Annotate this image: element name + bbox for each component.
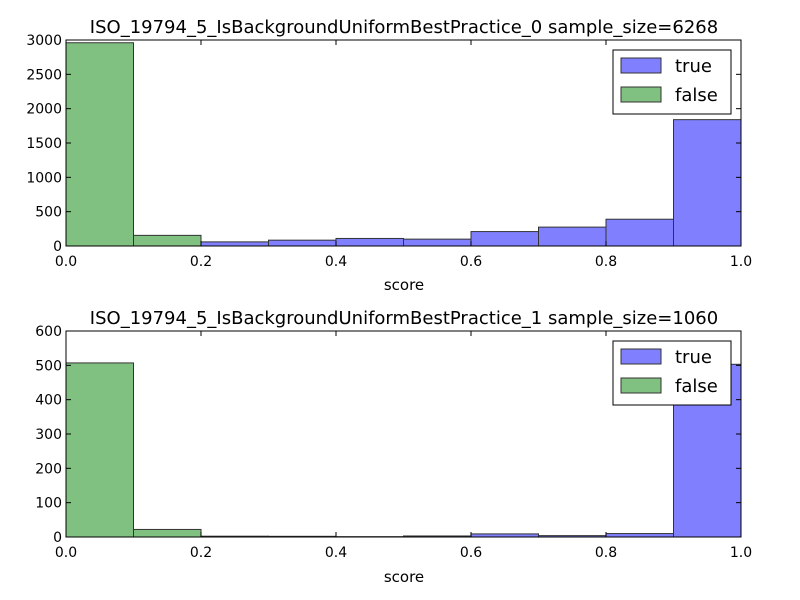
x-tick-label: 1.0 <box>730 254 752 270</box>
bar-true-2 <box>200 241 269 247</box>
chart-title: ISO_19794_5_IsBackgroundUniformBestPract… <box>90 308 718 329</box>
bar-false-0 <box>65 42 134 247</box>
y-tick-label: 600 <box>35 324 62 340</box>
y-tick-label: 1000 <box>26 170 62 186</box>
x-tick-label: 0.0 <box>55 545 77 561</box>
y-axis: 0 100 200 300 400 500 600 <box>35 324 741 546</box>
x-tick-label: 0.4 <box>325 254 347 270</box>
y-tick-label: 0 <box>53 239 62 255</box>
legend-swatch-true <box>620 348 662 365</box>
chart-bottom: ISO_19794_5_IsBackgroundUniformBestPract… <box>35 308 752 586</box>
x-tick-label: 1.0 <box>730 545 752 561</box>
x-axis-label: score <box>384 276 424 294</box>
bar-false-1 <box>133 234 202 247</box>
x-tick-label: 0.4 <box>325 545 347 561</box>
y-tick-label: 300 <box>35 427 62 443</box>
bar-true-8 <box>605 218 674 247</box>
legend-swatch-true <box>620 57 662 74</box>
x-axis: 0.0 0.2 0.4 0.6 0.8 1.0 <box>55 331 752 561</box>
bar-true-8 <box>605 533 674 538</box>
bar-false-1 <box>133 528 202 538</box>
y-tick-label: 1500 <box>26 136 62 152</box>
legend: true false <box>612 49 732 115</box>
legend-swatch-false <box>620 86 662 103</box>
x-tick-label: 0.8 <box>595 545 617 561</box>
legend: true false <box>612 340 732 406</box>
bar-false-0 <box>65 362 134 538</box>
x-tick-label: 0.2 <box>190 545 212 561</box>
x-tick-label: 0.2 <box>190 254 212 270</box>
y-tick-label: 400 <box>35 393 62 409</box>
y-tick-label: 100 <box>35 496 62 512</box>
x-tick-label: 0.0 <box>55 254 77 270</box>
bar-true-3 <box>268 239 337 247</box>
x-tick-label: 0.8 <box>595 254 617 270</box>
y-tick-label: 0 <box>53 530 62 546</box>
legend-label-false: false <box>675 376 718 397</box>
y-tick-label: 500 <box>35 205 62 221</box>
legend-swatch-false <box>620 377 662 394</box>
y-tick-label: 200 <box>35 461 62 477</box>
y-tick-label: 2500 <box>26 67 62 83</box>
bar-true-4 <box>335 237 404 247</box>
bars <box>65 42 742 247</box>
bar-true-6 <box>470 231 539 247</box>
legend-label-false: false <box>675 85 718 106</box>
chart-title: ISO_19794_5_IsBackgroundUniformBestPract… <box>90 17 718 38</box>
bar-true-5 <box>403 238 472 247</box>
y-tick-label: 500 <box>35 358 62 374</box>
x-axis: 0.0 0.2 0.4 0.6 0.8 1.0 <box>55 40 752 270</box>
x-tick-label: 0.6 <box>460 545 482 561</box>
legend-label-true: true <box>675 56 712 77</box>
x-tick-label: 0.6 <box>460 254 482 270</box>
y-tick-label: 2000 <box>26 102 62 118</box>
y-axis: 0 500 1000 1500 2000 2500 3000 <box>26 33 741 255</box>
legend-label-true: true <box>675 347 712 368</box>
x-axis-label: score <box>384 568 424 586</box>
bar-true-9 <box>673 119 742 247</box>
chart-top: ISO_19794_5_IsBackgroundUniformBestPract… <box>26 17 752 294</box>
bar-true-7 <box>538 226 607 247</box>
y-tick-label: 3000 <box>26 33 62 49</box>
